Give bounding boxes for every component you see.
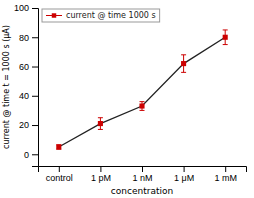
legend-label: current @ time 1000 s: [66, 11, 156, 20]
x-tick: 1 nM: [132, 166, 152, 183]
error-cap: [98, 117, 103, 118]
y-tick: 40: [19, 91, 38, 101]
x-tick: 1 mM: [214, 166, 237, 183]
x-axis-line: [39, 167, 247, 173]
plot-area: [56, 30, 227, 150]
error-cap: [181, 72, 186, 73]
y-axis: 0 20 40 60 80 100: [14, 3, 39, 166]
x-tick-mark: [225, 166, 226, 172]
x-tick-label: 1 nM: [132, 173, 152, 183]
y-tick-label: 20: [19, 120, 29, 130]
y-tick-label: 0: [24, 150, 29, 160]
error-bar: [181, 55, 186, 73]
x-tick-mark: [59, 166, 60, 172]
error-cap: [140, 101, 145, 102]
y-tick-label: 40: [19, 91, 29, 101]
y-tick-mark: [32, 125, 38, 126]
error-bar: [56, 145, 61, 149]
legend-swatch-marker: [52, 13, 56, 17]
y-tick: 20: [19, 120, 38, 130]
y-axis-line: [32, 9, 39, 167]
line: [59, 37, 225, 147]
x-axis-title: concentration: [111, 186, 173, 196]
y-tick: 60: [19, 62, 38, 72]
marker: [181, 61, 186, 66]
error-cap: [181, 54, 186, 55]
x-tick-label: 1 pM: [91, 173, 111, 183]
error-cap: [223, 29, 228, 30]
marker: [139, 103, 144, 108]
x-axis: control 1 pM 1 nM 1 μM 1 mM: [39, 166, 247, 183]
y-axis-title: current @ time t = 1000 s (μA): [2, 25, 11, 149]
y-tick-mark: [32, 67, 38, 68]
x-tick-mark: [184, 166, 185, 172]
error-cap: [98, 129, 103, 130]
y-tick-mark: [32, 8, 38, 9]
error-bar: [223, 30, 228, 45]
y-tick-mark: [32, 154, 38, 155]
x-tick: 1 μM: [174, 166, 194, 183]
y-tick-mark: [32, 96, 38, 97]
y-tick: 100: [14, 3, 38, 13]
y-tick-label: 100: [14, 3, 29, 13]
marker: [98, 121, 103, 126]
y-tick-label: 60: [19, 62, 29, 72]
legend: current @ time 1000 s: [42, 9, 160, 22]
y-tick-label: 80: [19, 33, 29, 43]
legend-frame: [42, 9, 160, 22]
legend-item: current @ time 1000 s: [46, 11, 156, 20]
y-tick-mark: [32, 37, 38, 38]
marker: [223, 35, 228, 40]
error-cap: [223, 44, 228, 45]
x-tick-mark: [142, 166, 143, 172]
y-tick: 80: [19, 33, 38, 43]
x-tick: 1 pM: [91, 166, 111, 183]
x-tick-label: control: [46, 173, 73, 183]
error-cap: [140, 110, 145, 111]
x-tick-label: 1 mM: [214, 173, 237, 183]
error-bars: [56, 30, 227, 149]
markers: [56, 35, 227, 150]
marker: [56, 144, 61, 149]
chart: control 1 pM 1 nM 1 μM 1 mM 0 20 40 60 80 100 conce…: [0, 0, 254, 198]
error-bar: [140, 102, 145, 111]
x-tick-mark: [100, 166, 101, 172]
error-bar: [98, 118, 103, 130]
x-tick-label: 1 μM: [174, 173, 194, 183]
y-tick: 0: [24, 150, 38, 160]
x-tick: control: [46, 166, 73, 183]
